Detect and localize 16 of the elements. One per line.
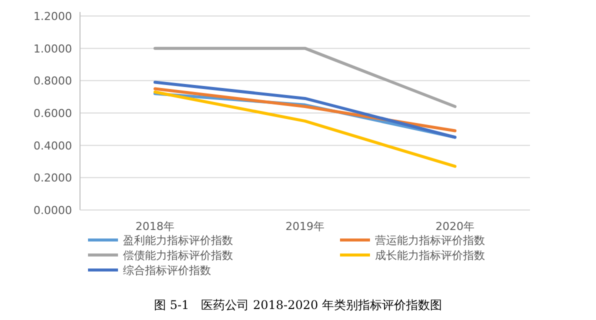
x-tick-label: 2020年	[436, 220, 474, 233]
legend-label: 营运能力指标评价指数	[375, 234, 485, 247]
y-tick-label: 0.6000	[34, 107, 72, 120]
caption: 图 5-1 医药公司 2018-2020 年类别指标评价指数图	[154, 298, 442, 312]
y-tick-label: 1.2000	[34, 10, 72, 23]
x-tick-label: 2019年	[286, 220, 324, 233]
y-tick-label: 0.4000	[34, 139, 72, 152]
legend-label: 成长能力指标评价指数	[375, 249, 485, 262]
y-tick-label: 0.2000	[34, 172, 72, 185]
x-tick-label: 2018年	[136, 220, 174, 233]
legend-label: 盈利能力指标评价指数	[123, 234, 233, 247]
y-tick-label: 1.0000	[34, 42, 72, 56]
legend-label: 综合指标评价指数	[123, 264, 211, 277]
legend-label: 偿债能力指标评价指数	[123, 249, 233, 262]
y-tick-label: 0.8000	[34, 74, 72, 88]
y-tick-label: 0.0000	[34, 204, 72, 217]
